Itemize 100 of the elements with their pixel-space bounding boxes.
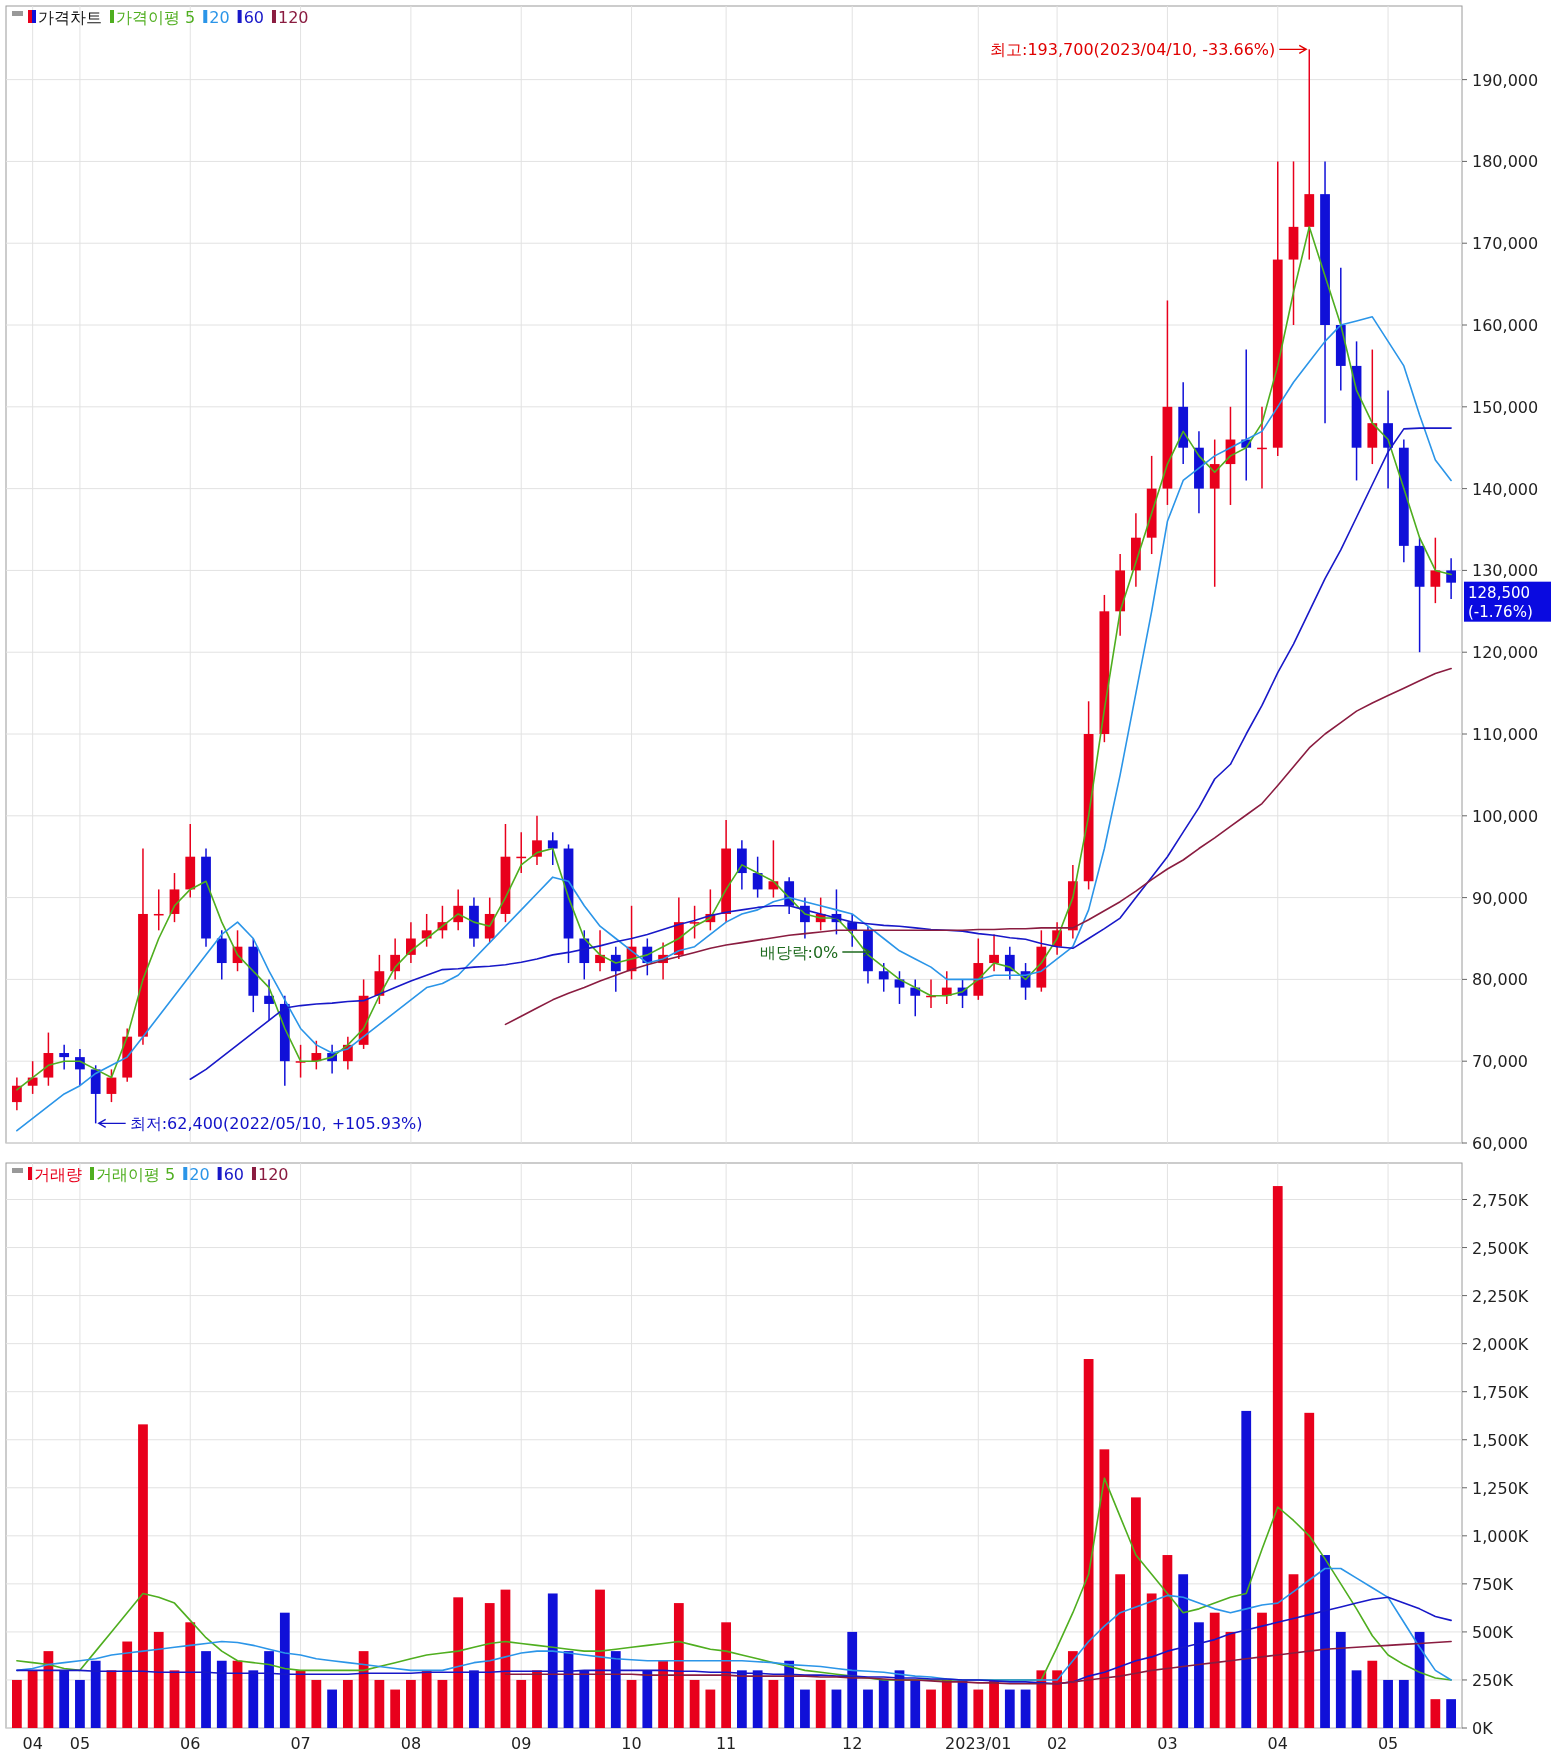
bar (1351, 1670, 1362, 1728)
bar (941, 1679, 952, 1728)
line-series (16, 1567, 1452, 1681)
bar (342, 1679, 353, 1728)
line-series (504, 1640, 1452, 1685)
x-tick-label: 04 (1267, 1734, 1288, 1753)
bar (1304, 1412, 1315, 1728)
legend-label: 가격이평 5 (116, 8, 196, 27)
bar (1194, 1622, 1204, 1728)
y-tick-label: 190,000 (1472, 70, 1539, 90)
bar (453, 1597, 464, 1728)
bar (248, 1670, 259, 1728)
bar (705, 1689, 716, 1728)
x-tick-label: 11 (715, 1734, 737, 1753)
bar (532, 1670, 542, 1728)
line-series (189, 427, 1452, 1080)
bar (216, 1660, 227, 1728)
y-tick-label: 250K (1472, 1670, 1514, 1690)
bar (595, 1589, 605, 1728)
bar (390, 1689, 401, 1728)
y-tick-label: 110,000 (1472, 725, 1539, 745)
y-tick-label: 2,250K (1472, 1286, 1529, 1306)
y-tick-label: 2,000K (1472, 1334, 1529, 1354)
bar (768, 1679, 779, 1728)
bar (610, 1651, 621, 1728)
bar (1209, 1612, 1220, 1728)
annotation: 최고:193,700(2023/04/10, -33.66%) (990, 40, 1276, 60)
legend-label: 20 (209, 8, 230, 27)
legend-label: 60 (243, 8, 264, 27)
y-tick-label: 750K (1472, 1574, 1514, 1594)
bar (75, 1679, 85, 1728)
bar (1257, 1612, 1267, 1728)
y-tick-label: 70,000 (1472, 1052, 1528, 1072)
y-tick-label: 1,500K (1472, 1430, 1529, 1450)
bar (327, 1689, 337, 1728)
bar (1146, 1593, 1157, 1728)
bar (185, 1622, 196, 1728)
bar (437, 1679, 448, 1728)
bar (1446, 1699, 1456, 1728)
bar (1004, 1689, 1015, 1728)
line-series (16, 1477, 1452, 1681)
legend-label: 120 (257, 1165, 289, 1184)
bar (1241, 1410, 1252, 1728)
x-tick-label: 08 (400, 1734, 422, 1753)
y-tick-label: 90,000 (1472, 888, 1528, 908)
y-tick-label: 60,000 (1472, 1134, 1528, 1153)
x-tick-label: 2023/01 (945, 1734, 1012, 1753)
bar (1099, 1449, 1110, 1728)
bar (358, 1651, 369, 1728)
y-tick-label: 150,000 (1472, 397, 1539, 417)
bar (626, 1679, 637, 1728)
y-tick-label: 160,000 (1472, 316, 1539, 336)
bar (201, 1651, 211, 1728)
x-tick-label: 06 (180, 1734, 201, 1753)
bar (138, 1424, 148, 1728)
bar (579, 1670, 590, 1728)
bar (374, 1679, 385, 1728)
bar (737, 1670, 747, 1728)
x-tick-label: 05 (69, 1734, 91, 1753)
bar (27, 1670, 38, 1728)
x-tick-label: 09 (511, 1734, 532, 1753)
bar (90, 1660, 101, 1728)
y-tick-label: 500K (1472, 1622, 1514, 1642)
bar (1115, 1574, 1126, 1728)
bar (1320, 1555, 1330, 1728)
bar (721, 1622, 732, 1728)
bar (59, 1670, 70, 1728)
y-tick-label: 2,750K (1472, 1190, 1529, 1210)
bar (878, 1679, 889, 1728)
y-tick-label: 1,250K (1472, 1478, 1529, 1498)
line-series (504, 667, 1452, 1026)
bar (311, 1679, 322, 1728)
bar (122, 1641, 133, 1728)
bar (1398, 1679, 1409, 1728)
bar (153, 1631, 164, 1728)
bar (1383, 1679, 1393, 1728)
bar (815, 1679, 826, 1728)
bar (484, 1603, 495, 1729)
bar (1020, 1689, 1031, 1728)
legend-label: 120 (277, 8, 309, 27)
bar (1036, 1670, 1047, 1728)
y-tick-label: 0K (1472, 1719, 1494, 1738)
bar (11, 1679, 22, 1728)
annotation: 배당락:0% (759, 942, 839, 962)
line-series (16, 1596, 1452, 1685)
bar (279, 1612, 290, 1728)
bar (421, 1670, 432, 1728)
bar (516, 1679, 527, 1728)
y-tick-label: 180,000 (1472, 152, 1539, 172)
y-tick-label: 130,000 (1472, 561, 1539, 581)
annotation: 최저:62,400(2022/05/10, +105.93%) (129, 1114, 423, 1134)
legend-label: 거래이평 5 (96, 1165, 176, 1184)
bar (1083, 1359, 1094, 1728)
bar (926, 1689, 936, 1728)
bar (547, 1593, 558, 1728)
y-tick-label: 120,000 (1472, 643, 1539, 663)
bar (469, 1670, 479, 1728)
legend-label: 거래량 (34, 1165, 82, 1184)
x-tick-label: 04 (22, 1734, 43, 1753)
legend-label: 20 (189, 1165, 210, 1184)
